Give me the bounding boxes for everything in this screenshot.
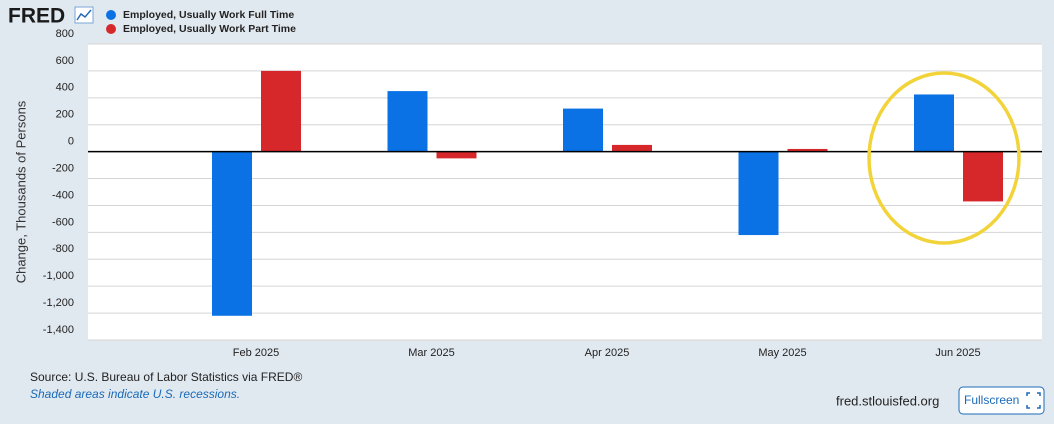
fullscreen-label[interactable]: Fullscreen: [964, 393, 1019, 407]
bar: [914, 94, 954, 152]
bar: [261, 70, 301, 152]
y-tick-label: 800: [56, 28, 74, 40]
logo-icon: [74, 6, 94, 24]
bar: [738, 151, 779, 236]
x-tick-label: May 2025: [758, 347, 806, 359]
y-tick-label: -1,000: [43, 270, 74, 282]
note: Shaded areas indicate U.S. recessions.: [30, 387, 240, 401]
y-tick-label: 400: [56, 82, 74, 94]
bar: [212, 151, 252, 316]
highlight-circle: [867, 71, 1021, 245]
y-tick-label: 0: [68, 136, 74, 148]
bar: [612, 144, 652, 152]
y-tick-label: -1,200: [43, 297, 74, 309]
source: Source: U.S. Bureau of Labor Statistics …: [30, 370, 302, 384]
legend-swatch: [106, 24, 116, 34]
y-tick-label: 200: [56, 109, 74, 121]
bar: [963, 151, 1003, 202]
x-tick-label: Feb 2025: [233, 347, 279, 359]
bar: [436, 151, 477, 159]
y-tick-label: -600: [52, 216, 74, 228]
y-tick-label: -200: [52, 162, 74, 174]
fullscreen-button[interactable]: Fullscreen: [958, 386, 1045, 415]
bar: [787, 148, 828, 152]
y-axis-label: Change, Thousands of Persons: [13, 100, 28, 283]
logo: FRED: [8, 5, 65, 28]
y-tick-label: -1,400: [43, 324, 74, 336]
x-tick-label: Mar 2025: [408, 347, 454, 359]
bar: [387, 91, 428, 152]
legend-label: Employed, Usually Work Part Time: [123, 23, 296, 35]
x-tick-label: Jun 2025: [935, 347, 980, 359]
legend-label: Employed, Usually Work Full Time: [123, 9, 294, 21]
y-tick-label: 600: [56, 55, 74, 67]
x-tick-label: Apr 2025: [585, 347, 630, 359]
bar: [563, 108, 603, 152]
y-tick-label: -800: [52, 243, 74, 255]
legend-swatch: [106, 10, 116, 20]
y-tick-label: -400: [52, 189, 74, 201]
site-url: fred.stlouisfed.org: [836, 393, 939, 408]
